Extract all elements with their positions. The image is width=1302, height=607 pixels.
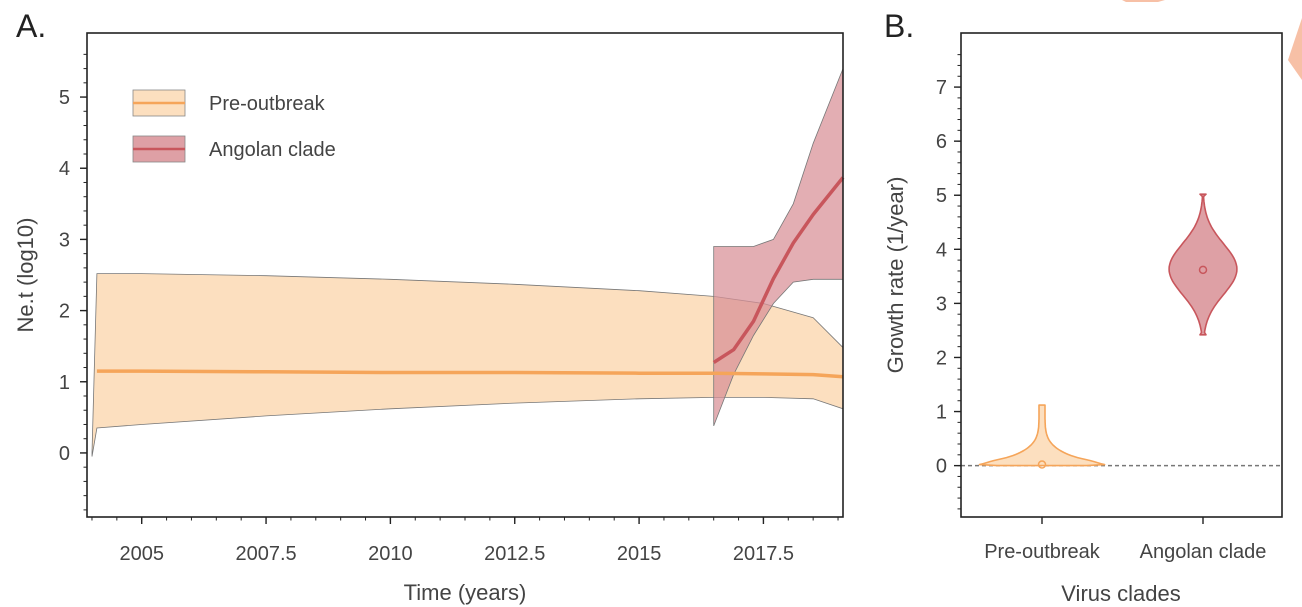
x-tick-label: Pre-outbreak [984, 541, 1101, 563]
x-tick-label: Angolan clade [1140, 541, 1267, 563]
y-tick-label: 0 [936, 456, 947, 478]
y-tick-label: 5 [59, 87, 70, 109]
x-tick-label: 2010 [368, 543, 413, 565]
panel-a-label: A. [16, 8, 47, 44]
panel-b-x-axis-label: Virus clades [1061, 581, 1180, 606]
panel-b-frame [960, 32, 1283, 518]
violin-pre-outbreak [978, 404, 1106, 467]
y-tick-label: 2 [936, 347, 947, 369]
median-marker-angolan-clade [1198, 265, 1208, 275]
corner-decoration [1122, 0, 1165, 2]
panel-a-y-axis-label: Ne.t (log10) [13, 218, 38, 333]
panel-a-chart: 2005 2007.5 2010 2012.5 2015 2017.5 0 1 2 3 4 5 Pre… [13, 32, 845, 605]
x-tick-label: 2017.5 [733, 543, 794, 565]
y-tick-label: 7 [936, 77, 947, 99]
y-tick-label: 4 [59, 158, 70, 180]
y-tick-label: 3 [59, 229, 70, 251]
panel-b-chart: 0 1 2 3 4 5 6 7 Pre-outbreak Angolan clade Virus … [883, 32, 1283, 606]
y-tick-label: 3 [936, 293, 947, 315]
panel-b-y-axis-label: Growth rate (1/year) [883, 177, 908, 374]
y-tick-label: 5 [936, 185, 947, 207]
corner-decoration [1288, 18, 1302, 80]
panel-a-legend: Pre-outbreak Angolan clade [132, 89, 336, 163]
median-line-pre-outbreak [96, 369, 844, 379]
x-tick-label: 2012.5 [484, 543, 545, 565]
y-tick-label: 2 [59, 301, 70, 323]
legend-label-angolan-clade: Angolan clade [209, 139, 336, 161]
median-line-angolan-clade [712, 176, 845, 364]
y-tick-label: 0 [59, 443, 70, 465]
x-tick-label: 2005 [119, 543, 164, 565]
violin-angolan-clade [1168, 193, 1238, 336]
legend-label-pre-outbreak: Pre-outbreak [209, 93, 326, 115]
y-tick-label: 1 [59, 372, 70, 394]
y-tick-label: 6 [936, 131, 947, 153]
x-tick-label: 2015 [617, 543, 662, 565]
y-tick-label: 1 [936, 402, 947, 424]
y-tick-label: 4 [936, 239, 947, 261]
x-tick-label: 2007.5 [235, 543, 296, 565]
panel-a-x-axis-label: Time (years) [404, 580, 527, 605]
panel-b-label: B. [884, 8, 915, 44]
median-marker-pre-outbreak [1037, 460, 1047, 469]
